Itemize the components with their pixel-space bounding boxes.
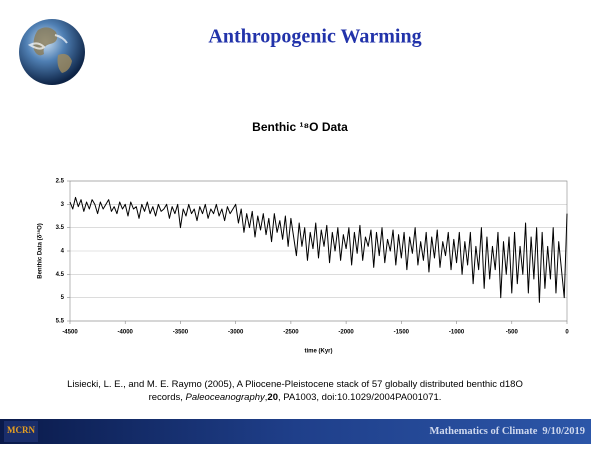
x-tick-label: -3000	[228, 330, 244, 336]
y-tick-label: 4.5	[56, 272, 65, 278]
chart: Benthic ¹⁸O Data 2.5 3 3.5 4 4.5 5 5.5 -4500 -400…	[37, 120, 570, 354]
x-tick-label: -1000	[449, 330, 465, 336]
plot-frame	[69, 180, 568, 322]
x-tick-label: -500	[506, 330, 519, 336]
y-tick-label: 3	[61, 202, 65, 208]
footer-course: Mathematics of Climate	[430, 426, 538, 437]
citation-text: , PA1003, doi:10.1029/2004PA001071.	[278, 392, 441, 403]
citation-journal: Paleoceanography	[186, 392, 266, 403]
slide-title: Anthropogenic Warming	[208, 26, 421, 48]
footer-date: 9/10/2019	[542, 426, 585, 437]
x-tick-label: 0	[565, 330, 569, 336]
logo: MCRN	[7, 425, 35, 435]
footer-text: Mathematics of Climate 9/10/2019	[430, 426, 585, 437]
citation-text: records,	[149, 392, 186, 403]
y-tick-label: 5	[61, 295, 65, 301]
y-tick-label: 4	[61, 249, 65, 255]
chart-title: Benthic ¹⁸O Data	[252, 120, 348, 134]
citation: Lisiecki, L. E., and M. E. Raymo (2005),…	[67, 379, 523, 390]
logo-box	[4, 421, 38, 442]
x-axis-label: time (Kyr)	[304, 349, 332, 355]
globe-icon	[19, 19, 85, 85]
x-tick-label: -2000	[338, 330, 354, 336]
citation-text: Lisiecki, L. E., and M. E. Raymo (2005),…	[67, 379, 523, 390]
y-axis-label: Benthic Data (δ¹⁸O)	[37, 223, 44, 278]
footer-bar	[0, 419, 591, 444]
y-tick-label: 3.5	[56, 225, 65, 231]
x-tick-label: -3500	[173, 330, 189, 336]
x-tick-label: -2500	[283, 330, 299, 336]
y-tick-label: 2.5	[56, 179, 65, 185]
x-tick-label: -4000	[118, 330, 134, 336]
citation: records, Paleoceanography,20, PA1003, do…	[149, 392, 442, 403]
citation-text: ,	[265, 392, 268, 403]
citation-volume: 20	[267, 392, 278, 403]
x-tick-label: -4500	[62, 330, 78, 336]
y-tick-label: 5.5	[56, 319, 65, 325]
data-line	[69, 196, 568, 303]
x-tick-label: -1500	[394, 330, 410, 336]
